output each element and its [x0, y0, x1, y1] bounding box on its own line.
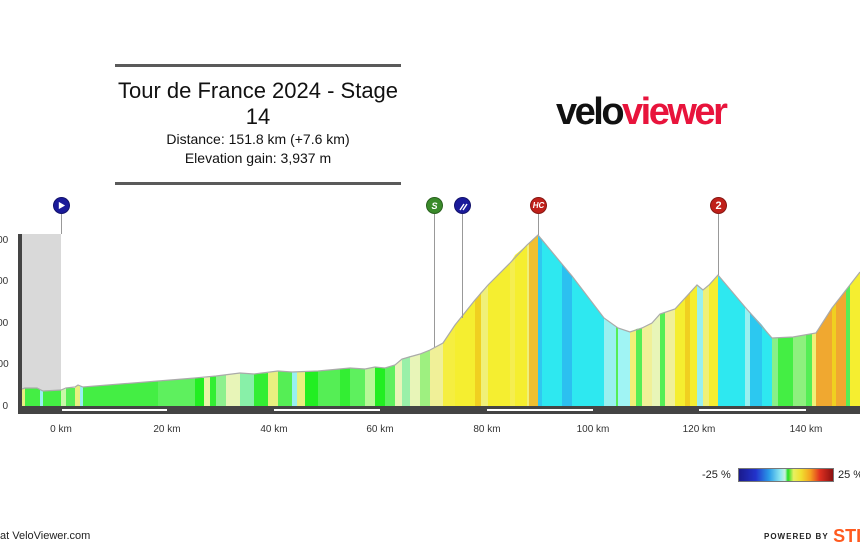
title-block: Tour de France 2024 - Stage 14 Distance:… [115, 64, 401, 185]
logo-viewer: viewer [622, 91, 728, 133]
profile-segments [22, 235, 860, 406]
stage-title: Tour de France 2024 - Stage 14 [117, 78, 399, 129]
strava-logo: STI [833, 526, 860, 546]
x-tick-60: 60 km [366, 424, 394, 435]
divider-bottom [115, 182, 401, 185]
scale-bar-2 [274, 409, 380, 411]
x-tick-40: 40 km [260, 424, 288, 435]
hc-climb-marker[interactable]: HC [530, 197, 547, 214]
x-tick-120: 120 km [682, 424, 716, 435]
gradient-legend-bar [738, 468, 834, 482]
distance-text: Distance: 151.8 km (+7.6 km) [166, 131, 350, 147]
powered-by: POWERED BY STI [764, 526, 860, 547]
scale-bar-1 [62, 409, 167, 411]
y-axis [18, 234, 22, 408]
x-tick-20: 20 km [153, 424, 181, 435]
scale-bar-4 [699, 409, 806, 411]
logo-velo: velo [556, 91, 625, 133]
feed-zone-marker[interactable] [454, 197, 471, 214]
sprint-marker[interactable]: S [426, 197, 443, 214]
x-tick-100: 100 km [576, 424, 610, 435]
neutral-zone-area [22, 234, 61, 406]
divider-top [115, 64, 401, 67]
y-tick-500: 500 [0, 359, 9, 370]
elevation-gain-text: Elevation gain: 3,937 m [184, 150, 332, 166]
legend-min-label: -25 % [702, 469, 731, 481]
start-marker[interactable] [53, 197, 70, 214]
play-icon [58, 201, 66, 210]
x-tick-80: 80 km [473, 424, 501, 435]
climb-cat2-icon: 2 [715, 199, 722, 212]
sprint-icon: S [431, 200, 438, 211]
x-axis [18, 406, 860, 414]
x-tick-0: 0 km [50, 424, 72, 435]
y-tick-0: 0 [2, 401, 8, 412]
feed-zone-icon [458, 203, 468, 210]
legend-max-label: 25 % [838, 469, 860, 481]
scale-bar-3 [487, 409, 593, 411]
powered-by-label: POWERED BY [764, 532, 829, 541]
x-tick-140: 140 km [789, 424, 823, 435]
profile-outline [21, 234, 860, 392]
climb-hc-icon: HC [532, 201, 545, 210]
cat2-climb-marker[interactable]: 2 [710, 197, 727, 214]
credit-text: at VeloViewer.com [0, 530, 91, 542]
veloviewer-logo: veloviewer [556, 91, 728, 133]
